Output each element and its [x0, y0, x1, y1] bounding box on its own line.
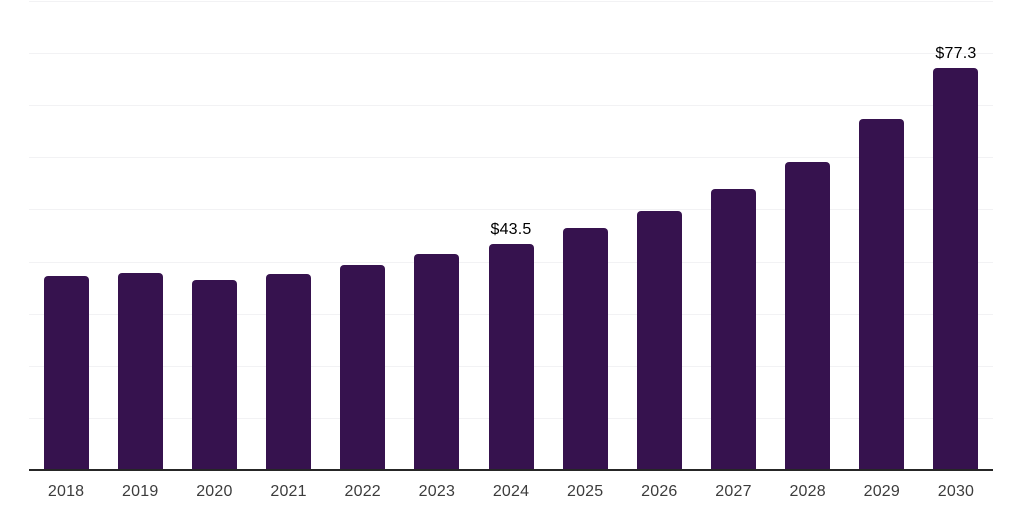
bar-2029 [859, 119, 905, 471]
x-axis-line [29, 469, 993, 471]
bar-value-label-2030: $77.3 [935, 45, 977, 63]
bar-slot-2026 [622, 0, 696, 471]
x-tick-label-2023: 2023 [418, 483, 456, 500]
bar-2026 [636, 211, 682, 471]
x-tick-label-2024: 2024 [492, 483, 530, 500]
bar-slot-2021 [251, 0, 325, 471]
bar-2021 [266, 274, 312, 471]
x-tick-label-2029: 2029 [863, 483, 900, 500]
bar-slot-2024: $43.5 [474, 0, 548, 471]
bar-2020 [191, 280, 237, 471]
bar-2028 [785, 161, 831, 471]
x-tick-label-2028: 2028 [789, 483, 826, 500]
x-tick-label-2020: 2020 [196, 483, 233, 500]
x-tick-label-2022: 2022 [344, 483, 381, 500]
bar-slot-2025 [548, 0, 622, 471]
bar-value-label-2024: $43.5 [490, 221, 532, 239]
x-tick-label-2027: 2027 [715, 483, 752, 500]
gridline-70 [29, 105, 993, 107]
gridline-90 [29, 1, 993, 2]
bar-2025 [562, 228, 608, 471]
x-tick-label-2021: 2021 [270, 483, 307, 500]
bars: $43.5 $77.3 [29, 0, 993, 471]
gridline-80 [29, 53, 993, 55]
bar-slot-2020 [177, 0, 251, 471]
bar-slot-2027 [696, 0, 770, 471]
x-tick-label-2030: 2030 [937, 483, 975, 500]
bar-slot-2030: $77.3 [919, 0, 993, 471]
plot-area: $43.5 $77.3 [29, 0, 993, 471]
bar-2022 [340, 265, 386, 471]
gridline-60 [29, 157, 993, 159]
x-tick-label-2018: 2018 [47, 483, 85, 500]
bar-slot-2019 [103, 0, 177, 471]
gridline-50 [29, 209, 993, 211]
bar-slot-2023 [400, 0, 474, 471]
bar-2027 [710, 188, 756, 471]
x-axis-labels: 2018 2019 2020 2021 2022 2023 2024 2025 2026 2027… [29, 482, 993, 501]
bar-2019 [117, 272, 163, 471]
bar-slot-2028 [771, 0, 845, 471]
bar-2030 [933, 68, 979, 471]
bar-2018 [43, 275, 89, 471]
x-tick-label-2025: 2025 [566, 483, 604, 500]
x-tick-label-2019: 2019 [122, 483, 159, 500]
bar-slot-2029 [845, 0, 919, 471]
bar-2024 [488, 244, 534, 471]
bar-slot-2022 [326, 0, 400, 471]
x-tick-label-2026: 2026 [641, 483, 678, 500]
bar-slot-2018 [29, 0, 103, 471]
bar-2023 [414, 254, 460, 471]
